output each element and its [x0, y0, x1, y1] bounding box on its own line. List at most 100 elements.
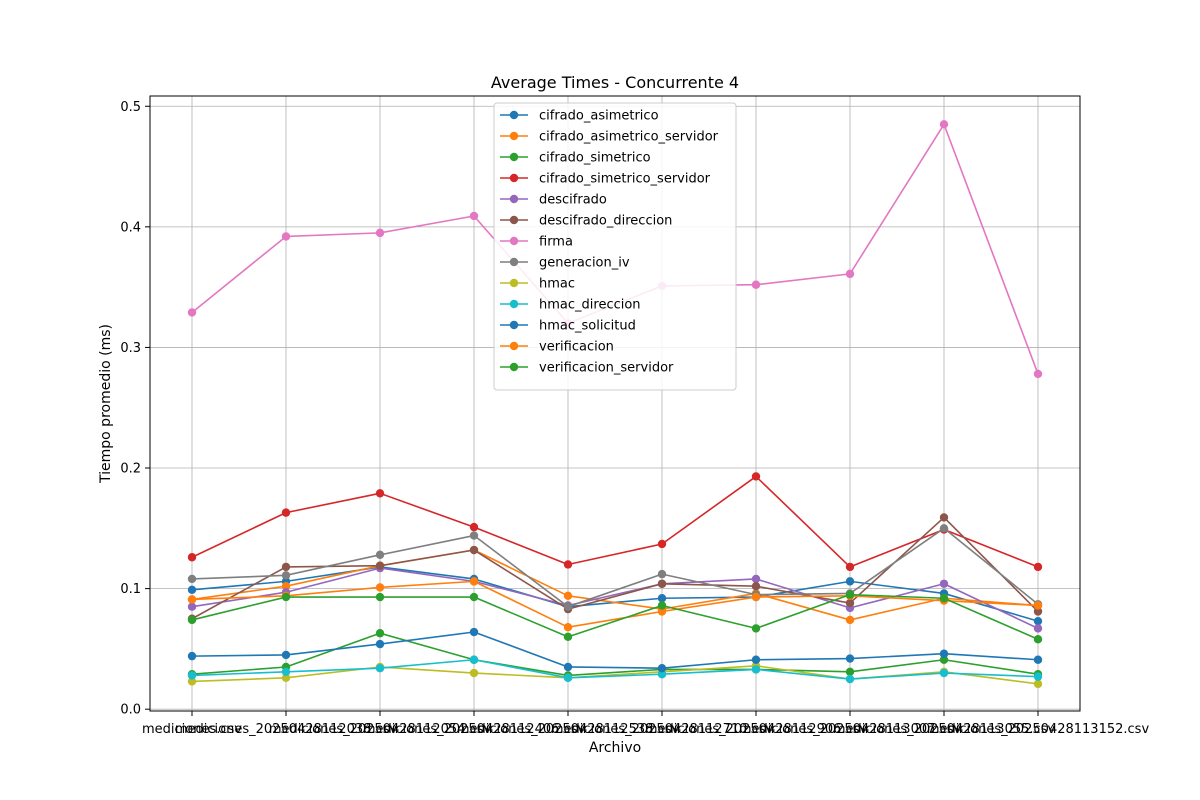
legend-marker [509, 299, 519, 309]
data-point [469, 627, 479, 637]
y-tick-label: 0.2 [120, 462, 141, 477]
legend-marker [509, 362, 519, 372]
data-point [563, 591, 573, 601]
data-point [657, 601, 667, 610]
legend-marker [509, 341, 519, 351]
chart-title: Average Times - Concurrente 4 [491, 73, 739, 92]
data-point [845, 598, 855, 608]
x-axis-label: Archivo [589, 740, 641, 756]
data-point [563, 673, 573, 683]
data-point [1033, 655, 1043, 664]
data-point [469, 211, 479, 221]
x-tick-label: mediciones_20250428112406.csv [363, 722, 586, 737]
data-point [939, 513, 949, 522]
data-point [281, 562, 291, 572]
legend-item: cifrado_asimetrico [500, 109, 659, 124]
data-point [751, 574, 761, 584]
legend-item: hmac_solicitud [500, 319, 636, 334]
legend-item: cifrado_simetrico [500, 151, 651, 166]
legend-label: descifrado_direccion [539, 214, 672, 229]
data-point [845, 654, 855, 663]
data-point [751, 581, 761, 591]
legend-marker [509, 236, 519, 246]
legend-label: cifrado_asimetrico [539, 109, 659, 124]
legend-label: cifrado_asimetrico_servidor [539, 130, 719, 145]
data-point [187, 602, 197, 611]
data-point [1033, 607, 1043, 616]
series-line [191, 658, 1039, 680]
legend-label: verificacion [539, 340, 614, 355]
data-point [187, 595, 197, 604]
data-point [751, 472, 761, 481]
data-point [657, 539, 667, 549]
legend-item: firma [500, 235, 573, 250]
legend-item: verificacion_servidor [500, 361, 674, 376]
legend-label: cifrado_simetrico [539, 151, 651, 166]
y-tick-label: 0.4 [120, 220, 141, 235]
data-point [187, 574, 197, 584]
series-verificacion_servidor [187, 590, 1043, 644]
series-hmac_solicitud [187, 627, 1043, 673]
legend-label: firma [539, 235, 573, 250]
data-point [845, 667, 855, 677]
data-point [657, 663, 667, 673]
data-point [281, 581, 291, 591]
legend-item: descifrado_direccion [500, 214, 672, 229]
data-point [281, 571, 291, 580]
x-tick-label: mediciones_20250428113007.csv [739, 722, 962, 737]
data-point [751, 592, 761, 602]
plot-area-frame [149, 95, 1081, 712]
legend-item: hmac [500, 277, 575, 292]
legend-item: hmac_direccion [500, 298, 641, 313]
data-point [281, 592, 291, 602]
legend-label: hmac_solicitud [539, 319, 636, 334]
legend-marker [509, 278, 519, 288]
data-point [469, 522, 479, 532]
x-tick-label: mediciones_20250428112538.csv [457, 722, 680, 737]
data-point [939, 594, 949, 603]
data-point [845, 577, 855, 586]
y-tick-label: 0.0 [120, 703, 141, 718]
data-point [1033, 369, 1043, 379]
legend: cifrado_asimetrico cifrado_asimetrico_ser… [493, 102, 737, 391]
data-point [751, 280, 761, 289]
legend-item: generacion_iv [500, 256, 630, 271]
data-point [469, 531, 479, 540]
legend-item: verificacion [500, 340, 614, 355]
series-layer [187, 120, 1043, 689]
legend-label: cifrado_simetrico_servidor [539, 172, 711, 187]
data-point [469, 545, 479, 555]
data-point [1033, 601, 1043, 610]
data-point [187, 651, 197, 661]
x-tick-label: mediciones_20250428112906.csv [645, 722, 868, 737]
data-point [939, 579, 949, 588]
data-point [1033, 635, 1043, 644]
data-point [845, 590, 855, 599]
data-point [563, 622, 573, 632]
data-point [375, 639, 385, 649]
data-point [187, 553, 197, 562]
legend-marker [509, 152, 519, 162]
data-point [563, 602, 573, 611]
legend-marker [509, 110, 519, 120]
data-point [375, 550, 385, 560]
data-point [657, 670, 667, 679]
series-line [191, 580, 1039, 628]
series-line [191, 631, 1039, 669]
data-point [845, 269, 855, 279]
legend-marker [509, 257, 519, 267]
data-point [657, 594, 667, 603]
data-point [281, 650, 291, 660]
series-line [191, 527, 1039, 608]
legend-label: hmac [539, 277, 575, 292]
data-point [845, 562, 855, 572]
data-point [939, 649, 949, 658]
data-point [375, 561, 385, 570]
y-tick-label: 0.5 [120, 100, 141, 115]
data-point [375, 228, 385, 238]
data-point [657, 569, 667, 579]
legend-label: generacion_iv [539, 256, 630, 271]
series-hmac_direccion [187, 655, 1043, 684]
data-point [845, 674, 855, 684]
series-line [191, 549, 1039, 621]
